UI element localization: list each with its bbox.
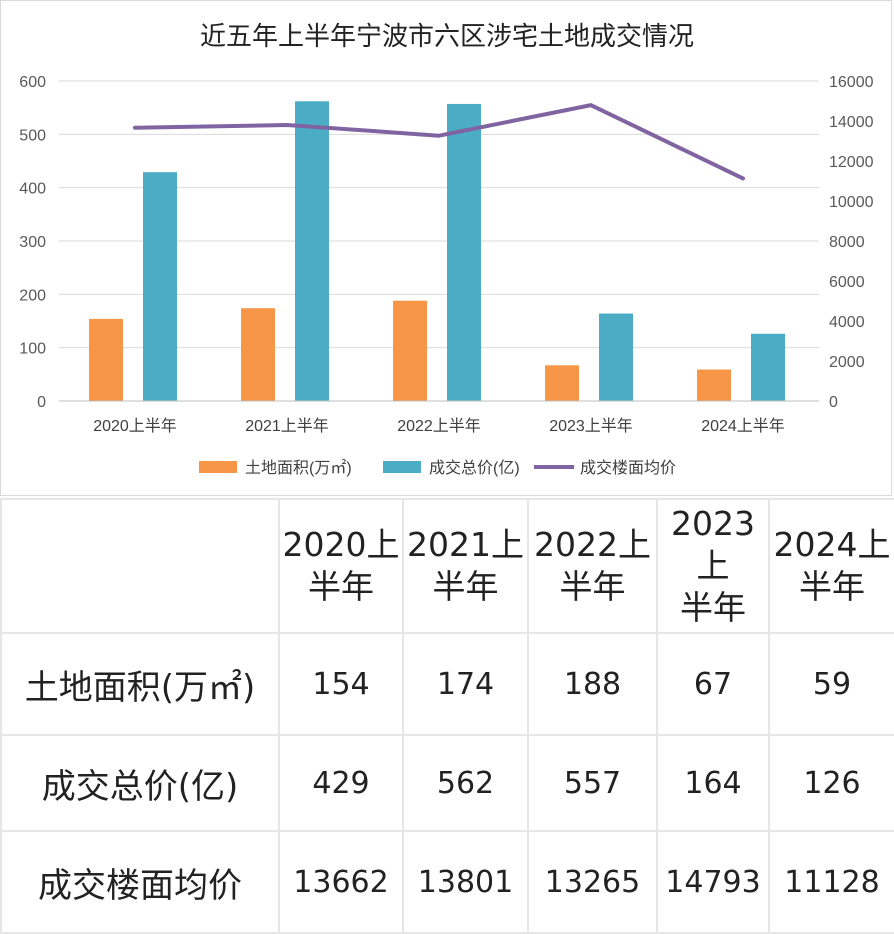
bar-total-price (447, 103, 481, 401)
legend-swatch (383, 461, 421, 473)
table-row: 成交总价(亿) 429 562 557 164 126 (0, 734, 894, 832)
bar-land-area (697, 369, 731, 401)
right-axis-tick-label: 4000 (829, 314, 865, 331)
right-axis-tick-label: 12000 (829, 154, 874, 171)
right-axis-tick-label: 14000 (829, 114, 874, 131)
avg-price-line (133, 103, 745, 181)
bar-land-area (545, 365, 579, 401)
table-header-cell: 2022上 半年 (527, 498, 658, 634)
table-cell: 13801 (402, 830, 529, 934)
left-axis-tick-label: 500 (19, 127, 46, 144)
table-header-cell: 2023上 半年 (656, 498, 770, 634)
table-cell: 14793 (656, 830, 770, 934)
combo-chart: 近五年上半年宁波市六区涉宅土地成交情况010020030040050060002… (19, 22, 874, 477)
table-corner-cell (0, 498, 280, 634)
table-cell: 429 (278, 734, 404, 832)
right-axis-tick-label: 8000 (829, 234, 865, 251)
row-label-total-price: 成交总价(亿) (0, 734, 280, 832)
table-header-cell: 2024上 半年 (768, 498, 894, 634)
row-label-avg-price: 成交楼面均价 (0, 830, 280, 934)
bar-total-price (599, 313, 633, 401)
table-cell: 562 (402, 734, 529, 832)
table-cell: 67 (656, 632, 770, 736)
legend-label: 成交楼面均价 (580, 459, 676, 477)
chart-panel: 近五年上半年宁波市六区涉宅土地成交情况 0 100 200 300 400 500 600 0 2… (0, 0, 892, 496)
x-axis-category-label: 2024上半年 (701, 417, 785, 435)
x-axis-category-label: 2021上半年 (245, 417, 329, 435)
table-header-cell: 2021上 半年 (402, 498, 529, 634)
table-row: 成交楼面均价 13662 13801 13265 14793 11128 (0, 830, 894, 934)
right-axis-tick-label: 10000 (829, 194, 874, 211)
legend-label: 土地面积(万㎡) (245, 459, 352, 477)
left-axis-tick-label: 200 (19, 287, 46, 304)
bar-total-price (143, 172, 177, 401)
table-cell: 11128 (768, 830, 894, 934)
right-axis-tick-label: 0 (829, 394, 838, 411)
row-label-land-area: 土地面积(万㎡) (0, 632, 280, 736)
table-row: 土地面积(万㎡) 154 174 188 67 59 (0, 632, 894, 736)
right-axis-tick-label: 16000 (829, 74, 874, 91)
table-cell: 59 (768, 632, 894, 736)
legend-swatch (199, 461, 237, 473)
data-table: 2020上 半年 2021上 半年 2022上 半年 2023上 半年 2024上 半年 … (0, 498, 894, 934)
chart-title: 近五年上半年宁波市六区涉宅土地成交情况 (200, 22, 694, 52)
table-cell: 557 (527, 734, 658, 832)
x-axis-category-label: 2020上半年 (93, 417, 177, 435)
table-cell: 126 (768, 734, 894, 832)
right-axis-tick-label: 2000 (829, 354, 865, 371)
legend-label: 成交总价(亿) (429, 459, 520, 477)
bar-total-price (295, 101, 329, 402)
x-axis-category-label: 2023上半年 (549, 417, 633, 435)
table-cell: 13662 (278, 830, 404, 934)
left-axis-tick-label: 100 (19, 341, 46, 358)
table-header-cell: 2020上 半年 (278, 498, 404, 634)
x-axis-category-label: 2022上半年 (397, 417, 481, 435)
bar-land-area (89, 318, 123, 401)
left-axis-tick-label: 300 (19, 234, 46, 251)
bar-land-area (393, 300, 427, 401)
left-axis-tick-label: 600 (19, 74, 46, 91)
left-axis-tick-label: 400 (19, 181, 46, 198)
bar-land-area (241, 308, 275, 401)
bar-total-price (751, 333, 785, 401)
table-header-row: 2020上 半年 2021上 半年 2022上 半年 2023上 半年 2024上 半年 (0, 498, 894, 634)
table-cell: 154 (278, 632, 404, 736)
left-axis-tick-label: 0 (37, 394, 46, 411)
table-cell: 164 (656, 734, 770, 832)
table-cell: 188 (527, 632, 658, 736)
table-cell: 13265 (527, 830, 658, 934)
table-cell: 174 (402, 632, 529, 736)
right-axis-tick-label: 6000 (829, 274, 865, 291)
